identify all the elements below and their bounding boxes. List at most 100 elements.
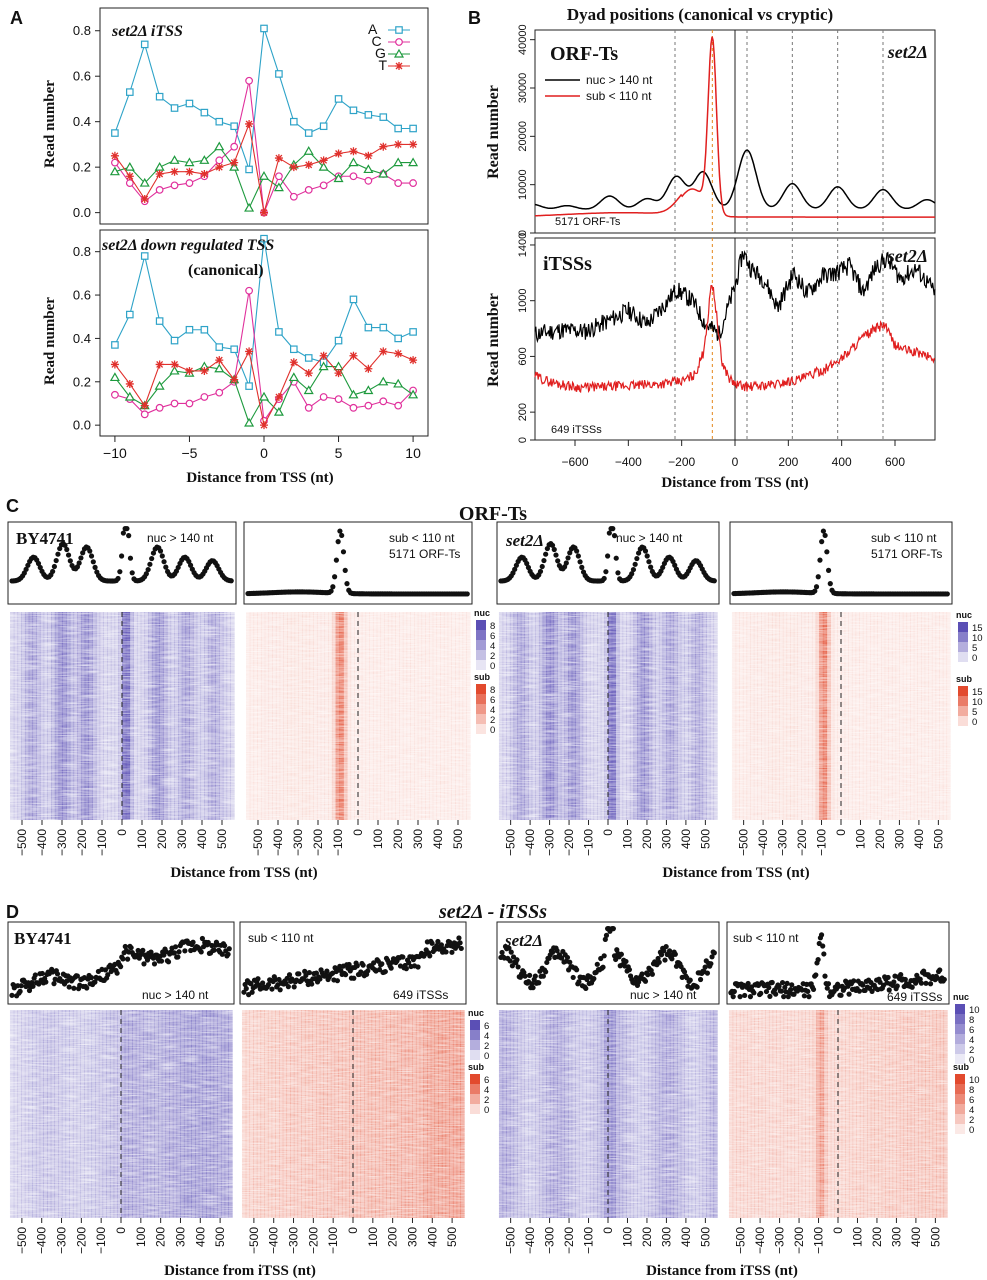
panel-name-orf: ORF-Ts [550, 43, 618, 65]
heatmap-panel-C-4: −500 −400 −300 −200 −100 0 100 200 300 400 500 [729, 521, 953, 856]
profile-point [105, 972, 111, 978]
data-point [395, 26, 403, 34]
x-tick-label: 400 [679, 829, 693, 849]
profile-point [332, 574, 338, 580]
scale-label: 10 [969, 1005, 980, 1016]
x-tick-label: −400 [756, 829, 770, 856]
y-axis-label-b2: Read number [485, 293, 502, 387]
scale-label: 0 [484, 1051, 489, 1062]
profile-point [918, 980, 924, 986]
data-point [111, 341, 119, 349]
profile-point [658, 952, 665, 958]
profile-point [660, 564, 666, 571]
profile-point [88, 975, 94, 981]
data-point [169, 365, 180, 375]
profile-point [567, 959, 573, 965]
profile-point [709, 954, 715, 960]
data-point [334, 395, 343, 404]
profile-point [902, 976, 908, 983]
scale-label: 4 [969, 1105, 974, 1116]
x-tick-label: 400 [679, 1227, 693, 1247]
x-tick-label: 100 [850, 1227, 864, 1247]
x-tick-label: 300 [892, 829, 906, 849]
plot-frame [99, 229, 429, 437]
profile-point [747, 994, 754, 1000]
scale-swatch [476, 694, 486, 704]
scale-swatch [476, 620, 486, 630]
x-tick-label: −500 [15, 829, 29, 856]
profile-point [751, 990, 757, 996]
x-tick-label: 200 [386, 1227, 400, 1247]
profile-point [102, 967, 109, 973]
data-point [140, 401, 149, 410]
profile-point [64, 978, 70, 984]
legend-label-G: G [375, 45, 386, 61]
profile-point [611, 533, 618, 539]
x-tick-label: 300 [659, 1227, 673, 1247]
profile-frame [7, 921, 235, 1005]
y-axis-label: Read number [42, 80, 58, 168]
profile-point [175, 954, 181, 960]
scale-label: 6 [484, 1075, 489, 1086]
data-point [155, 403, 164, 412]
profile-point [648, 564, 654, 570]
data-point [215, 117, 224, 126]
data-point [394, 401, 403, 410]
data-point [170, 336, 179, 345]
profile-point [276, 976, 282, 983]
x-tick-label: 300 [405, 1227, 419, 1247]
profile-point [639, 971, 645, 977]
x-tick-label: −500 [247, 1227, 261, 1254]
profile-point [661, 948, 667, 954]
profile-point [175, 564, 181, 571]
series-line-nuc [534, 149, 936, 210]
x-tick-label: 10 [405, 445, 421, 461]
data-point [110, 360, 119, 369]
profile-point [565, 555, 571, 561]
data-point [408, 157, 419, 167]
x-tick-label: 100 [620, 1227, 634, 1247]
profile-point [815, 957, 821, 963]
profile-point [165, 959, 172, 965]
data-point [304, 160, 313, 169]
profile-point [171, 950, 177, 956]
data-point [260, 234, 268, 243]
scale-label: 0 [484, 1105, 489, 1116]
profile-point [626, 967, 633, 973]
data-point [124, 391, 135, 401]
profile-point [539, 563, 545, 570]
data-point [288, 372, 299, 382]
series-line-sub [534, 36, 935, 218]
scale-label: 2 [484, 1041, 489, 1052]
profile-point [543, 551, 549, 557]
profile-point [379, 961, 385, 967]
profile-label: sub < 110 nt [248, 931, 314, 945]
scale-swatch [958, 686, 968, 696]
data-point [126, 88, 134, 96]
data-point [303, 146, 314, 155]
data-point [304, 354, 313, 362]
data-point [275, 328, 283, 336]
profile-point [458, 945, 464, 952]
profile-point [129, 570, 135, 576]
scale-title: sub [468, 1062, 485, 1072]
y-tick-label: 0.4 [73, 331, 91, 346]
data-point [334, 149, 343, 158]
scale-swatch [476, 724, 486, 734]
profile-point [43, 979, 49, 985]
y-tick-label: 40000 [517, 24, 529, 55]
x-tick-label: −300 [776, 829, 790, 856]
profile-point [789, 982, 795, 988]
profile-point [536, 980, 542, 986]
scale-label: 6 [484, 1021, 489, 1032]
heatmap-panel-D-3: −500 −400 −300 −200 −100 0 100 200 300 400 500 [496, 921, 720, 1254]
x-tick-label: −400 [267, 1227, 281, 1254]
scale-swatch [955, 1084, 965, 1094]
profile-point [603, 569, 609, 575]
x-tick-label: 300 [659, 829, 673, 849]
x-tick-label: 0 [601, 829, 615, 836]
profile-point [806, 994, 812, 1000]
x-tick-label: −400 [753, 1227, 767, 1254]
profile-point [561, 564, 568, 570]
x-tick-label: −200 [562, 1227, 576, 1254]
